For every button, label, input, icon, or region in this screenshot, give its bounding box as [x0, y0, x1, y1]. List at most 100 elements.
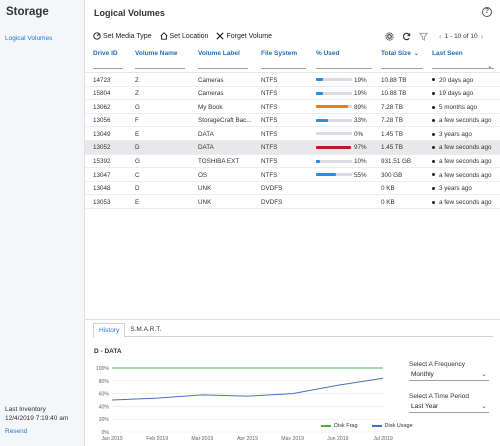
cell-last-seen: 3 years ago [432, 131, 472, 138]
filter-last-seen[interactable] [432, 68, 494, 69]
frequency-select[interactable]: Monthly ⌄ [409, 369, 489, 381]
legend-swatch-disk-usage [371, 425, 382, 427]
table-row[interactable]: 14723 Z Cameras NTFS 10.88 TB 19% 20 days ago [85, 73, 500, 87]
last-seen-text: 3 years ago [439, 130, 472, 138]
cell-file-system: NTFS [261, 171, 278, 179]
cell-file-system: NTFS [261, 130, 278, 138]
col-volume-label[interactable]: Volume Label [198, 50, 240, 57]
x-tick-label: Jun 2019 [327, 436, 348, 440]
resend-link[interactable]: Resend [5, 428, 28, 435]
last-seen-text: 19 days ago [439, 90, 474, 98]
filter-icon[interactable] [419, 32, 428, 41]
filter-file-system[interactable] [261, 68, 306, 69]
table-header: Drive ID Volume Name Volume Label File S… [85, 47, 500, 73]
status-dot-icon [432, 119, 435, 123]
cell-drive-id: 13048 [93, 185, 111, 193]
set-location-label: Set Location [169, 32, 209, 40]
cell-drive-id: 13053 [93, 198, 111, 206]
table-row[interactable]: 13062 G My Book NTFS 7.28 TB 89% 5 months ago [85, 100, 500, 114]
chart-legend: Disk Frag Disk Usage [321, 423, 413, 429]
cell-total-size: 1.45 TB [381, 130, 403, 138]
help-icon[interactable]: ? [482, 7, 492, 17]
filter-volume-label[interactable] [198, 68, 248, 69]
media-type-icon [93, 32, 101, 40]
last-inventory-label: Last Inventory [5, 406, 46, 413]
cell-volume-label: UNK [198, 185, 212, 193]
table-row[interactable]: 13048 D UNK DVDFS 0 KB 3 years ago [85, 182, 500, 196]
frequency-label: Select A Frequency [409, 361, 466, 368]
filter-total-size[interactable] [381, 68, 423, 69]
last-seen-text: a few seconds ago [439, 144, 492, 152]
period-value: Last Year [411, 403, 439, 410]
table-row[interactable]: 13053 E UNK DVDFS 0 KB a few seconds ago [85, 195, 500, 209]
cell-volume-label: DATA [198, 144, 214, 152]
cell-last-seen: 19 days ago [432, 90, 473, 97]
forget-volume-button[interactable]: Forget Volume [216, 32, 272, 40]
usage-bar [316, 132, 352, 136]
sidebar-item-logical-volumes[interactable]: Logical Volumes [5, 35, 53, 42]
col-file-system[interactable]: File System [261, 50, 298, 57]
col-pct-used[interactable]: % Used [316, 50, 340, 57]
cell-volume-label: UNK [198, 198, 212, 206]
filter-pct-used[interactable] [316, 68, 372, 69]
tab-smart[interactable]: S.M.A.R.T. [130, 326, 162, 333]
legend-label-disk-usage: Disk Usage [384, 423, 413, 429]
col-volume-name[interactable]: Volume Name [135, 50, 178, 57]
filter-volume-name[interactable] [135, 68, 185, 69]
set-media-type-button[interactable]: Set Media Type [93, 32, 152, 40]
y-tick-label: 100% [96, 366, 110, 372]
cell-file-system: NTFS [261, 158, 278, 166]
gear-icon[interactable] [385, 31, 394, 41]
chevron-right-icon[interactable]: › [480, 31, 484, 41]
refresh-icon[interactable] [402, 32, 411, 41]
last-seen-text: 5 months ago [439, 103, 478, 111]
set-location-button[interactable]: Set Location [159, 32, 209, 40]
last-inventory-date: 12/4/2019 7:19:40 am [5, 415, 69, 422]
chevron-down-icon[interactable]: ⌄ [487, 63, 493, 70]
cell-total-size: 10.88 TB [381, 76, 407, 84]
legend-swatch-disk-frag [321, 425, 331, 427]
table-body: 14723 Z Cameras NTFS 10.88 TB 19% 20 days ago 1… [85, 73, 500, 209]
last-seen-text: a few seconds ago [439, 171, 492, 179]
detail-tabs: History S.M.A.R.T. [93, 323, 166, 338]
cell-last-seen: a few seconds ago [432, 117, 492, 124]
x-tick-label: Apr 2019 [237, 436, 258, 440]
filter-drive-id[interactable] [93, 68, 123, 69]
chevron-left-icon[interactable]: ‹ [439, 31, 442, 41]
status-dot-icon [432, 132, 435, 136]
cell-pct-used: 10% [354, 158, 367, 166]
usage-bar [316, 159, 352, 163]
cell-last-seen: 5 months ago [432, 104, 477, 111]
table-row[interactable]: 13047 C OS NTFS 300 GB 55% a few seconds ago [85, 168, 500, 182]
usage-bar-fill [316, 78, 323, 81]
col-total-size[interactable]: Total Size ⌄ [381, 50, 419, 57]
period-select[interactable]: Last Year ⌄ [409, 401, 489, 413]
cell-file-system: NTFS [261, 103, 278, 111]
table-row[interactable]: 13052 D DATA NTFS 1.45 TB 97% a few seconds ag… [85, 140, 500, 155]
table-row[interactable]: 15804 Z Cameras NTFS 10.88 TB 19% 19 days ago [85, 87, 500, 101]
usage-bar-fill [316, 105, 349, 109]
x-tick-label: Mar 2019 [191, 436, 213, 440]
col-last-seen[interactable]: Last Seen [432, 50, 463, 57]
cell-drive-id: 13049 [93, 130, 111, 138]
tab-history[interactable]: History [93, 323, 126, 338]
x-tick-label: May 2019 [281, 436, 304, 440]
sidebar-title: Storage [6, 6, 49, 18]
cell-drive-id: 15804 [93, 90, 111, 98]
usage-bar [316, 118, 352, 122]
last-seen-text: 3 years ago [439, 185, 472, 193]
close-icon [216, 32, 225, 40]
table-row[interactable]: 13049 E DATA NTFS 1.45 TB 0% 3 years ago [85, 127, 500, 141]
col-drive-id[interactable]: Drive ID [93, 50, 118, 57]
usage-bar-fill [316, 118, 328, 122]
x-tick-label: Jan 2019 [101, 436, 122, 440]
status-dot-icon [432, 159, 435, 163]
cell-volume-name: E [135, 130, 140, 138]
y-tick-label: 20% [99, 417, 110, 423]
cell-file-system: NTFS [261, 76, 278, 84]
cell-total-size: 10.88 TB [381, 90, 407, 98]
table-row[interactable]: 13056 F StorageCraft Bac... NTFS 7.28 TB 33% a… [85, 114, 500, 128]
table-row[interactable]: 15392 G TOSHIBA EXT NTFS 931.51 GB 10% a few s… [85, 155, 500, 169]
cell-file-system: DVDFS [261, 198, 283, 206]
cell-file-system: DVDFS [261, 185, 283, 193]
